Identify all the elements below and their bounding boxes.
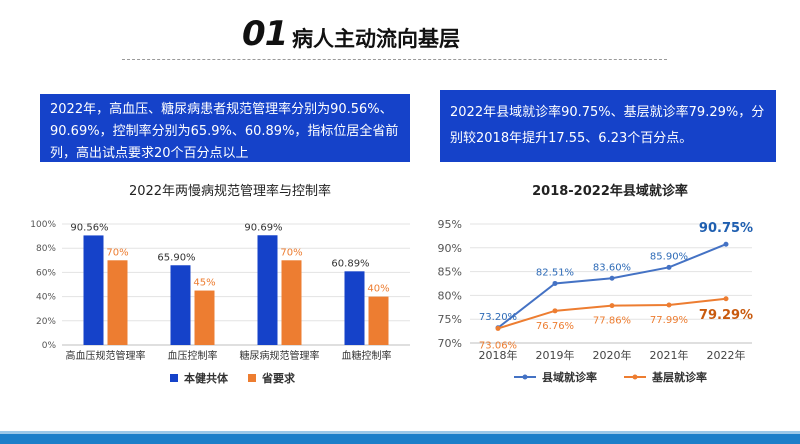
- info-box-left: 2022年，高血压、糖尿病患者规范管理率分别为90.56%、90.69%，控制率…: [40, 94, 410, 162]
- x-tick-label: 2018年: [479, 348, 518, 362]
- data-point: [723, 241, 729, 247]
- y-tick-label: 60%: [36, 268, 56, 278]
- data-label: 82.51%: [536, 267, 574, 278]
- data-label: 79.29%: [699, 308, 753, 323]
- data-label: 90.69%: [244, 222, 282, 233]
- data-label: 73.20%: [479, 312, 517, 323]
- data-label: 90.75%: [699, 221, 753, 236]
- x-tick-label: 血压控制率: [168, 349, 218, 362]
- data-label: 77.99%: [650, 315, 688, 326]
- y-tick-label: 100%: [30, 220, 56, 230]
- y-tick-label: 85%: [438, 266, 462, 279]
- legend-label: 本健共体: [184, 371, 229, 385]
- x-tick-label: 血糖控制率: [342, 349, 392, 362]
- legend-label: 基层就诊率: [651, 370, 707, 384]
- legend-swatch: [248, 374, 256, 382]
- data-label: 65.90%: [157, 252, 195, 263]
- legend-label: 省要求: [261, 371, 296, 385]
- x-tick-label: 2021年: [650, 348, 689, 362]
- y-tick-label: 40%: [36, 293, 56, 303]
- data-label: 40%: [367, 284, 389, 295]
- data-label: 85.90%: [650, 251, 688, 262]
- bar: [107, 260, 128, 345]
- data-label: 90.56%: [70, 222, 108, 233]
- bar-chart-title: 2022年两慢病规范管理率与控制率: [128, 184, 332, 199]
- legend-marker: [632, 374, 638, 380]
- page-header: 01 病人主动流向基层: [0, 14, 800, 54]
- data-label: 70%: [280, 247, 302, 258]
- x-tick-label: 高血压规范管理率: [66, 349, 146, 362]
- x-tick-label: 2019年: [536, 348, 575, 362]
- y-tick-label: 75%: [438, 313, 462, 326]
- data-point: [666, 302, 672, 308]
- bottom-bar: [0, 431, 800, 444]
- data-label: 70%: [106, 247, 128, 258]
- y-tick-label: 90%: [438, 242, 462, 255]
- y-tick-label: 70%: [438, 337, 462, 350]
- x-tick-label: 糖尿病规范管理率: [240, 349, 320, 362]
- section-number: 01: [242, 14, 288, 54]
- data-label: 76.76%: [536, 321, 574, 332]
- legend-label: 县域就诊率: [542, 370, 597, 384]
- data-point: [666, 264, 672, 270]
- bar: [281, 260, 302, 345]
- bar: [170, 265, 191, 345]
- data-label: 45%: [193, 278, 215, 289]
- title-divider: [122, 59, 667, 60]
- bar: [344, 271, 365, 345]
- x-tick-label: 2020年: [593, 348, 632, 362]
- data-point: [723, 296, 729, 302]
- bar: [83, 235, 104, 345]
- data-point: [609, 275, 615, 281]
- data-label: 60.89%: [331, 258, 369, 269]
- y-tick-label: 80%: [438, 289, 462, 302]
- bar: [194, 290, 215, 345]
- data-label: 73.06%: [479, 340, 517, 351]
- x-tick-label: 2022年: [707, 348, 746, 362]
- legend-marker: [522, 374, 528, 380]
- data-point: [552, 308, 558, 314]
- data-point: [609, 303, 615, 309]
- y-tick-label: 0%: [42, 341, 57, 351]
- legend-swatch: [170, 374, 178, 382]
- data-label: 83.60%: [593, 262, 631, 273]
- y-tick-label: 95%: [438, 218, 462, 231]
- y-tick-label: 20%: [36, 317, 56, 327]
- data-point: [495, 325, 501, 331]
- data-label: 77.86%: [593, 316, 631, 327]
- info-box-right: 2022年县域就诊率90.75%、基层就诊率79.29%，分别较2018年提升1…: [440, 90, 776, 162]
- data-point: [552, 280, 558, 286]
- page-title: 病人主动流向基层: [292, 27, 460, 51]
- y-tick-label: 80%: [36, 244, 56, 254]
- bar: [368, 296, 389, 345]
- bar: [257, 235, 278, 345]
- line-chart-title: 2018-2022年县域就诊率: [532, 184, 688, 199]
